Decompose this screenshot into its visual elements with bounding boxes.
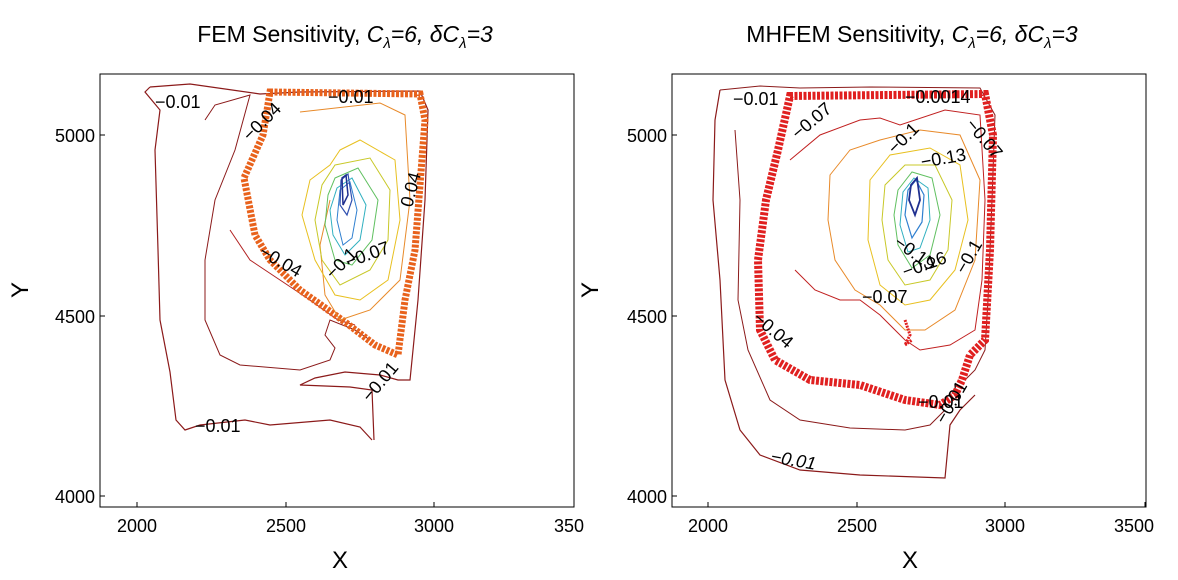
contour-label: −0.1	[951, 236, 986, 277]
x-tick-label: 2500	[837, 516, 877, 536]
x-axis: 2000 2500 3000 350 X	[117, 502, 584, 574]
contour-red	[229, 229, 356, 326]
contour-green	[893, 171, 941, 269]
contour-blue-3	[341, 173, 349, 206]
contour-label: −0.01	[733, 89, 779, 109]
contour-label: −0.07	[788, 98, 836, 143]
panel-fem: FEM Sensitivity, Cλ=6, δCλ=3 5000 4500 4…	[7, 21, 584, 574]
plot-frame	[671, 73, 1147, 508]
contour-label: −0.01	[918, 392, 964, 412]
chart-title: MHFEM Sensitivity, Cλ=6, δCλ=3	[746, 21, 1078, 52]
x-tick-label: 3000	[985, 516, 1025, 536]
contour-orange	[299, 102, 411, 321]
contour-boundary	[240, 88, 429, 361]
y-axis: 5000 4500 4000 Y	[7, 126, 105, 507]
contour-blue-1	[336, 181, 358, 246]
panel-mhfem: MHFEM Sensitivity, Cλ=6, δCλ=3 5000 4500…	[577, 21, 1154, 574]
x-tick-label: 3500	[1114, 516, 1154, 536]
contour-yellow-2	[314, 157, 391, 286]
contour-label: −0.1	[884, 119, 923, 158]
contour-yellow-2	[881, 164, 953, 286]
x-tick-label: 2000	[688, 516, 728, 536]
y-tick-label: 4500	[55, 307, 95, 327]
x-axis-label: X	[332, 547, 348, 574]
contour-lines	[144, 83, 429, 441]
contour-outer-left	[144, 86, 373, 441]
plot-frame	[99, 73, 575, 508]
y-tick-label: 4000	[55, 487, 95, 507]
y-axis-label: Y	[7, 282, 34, 298]
contour-label: −0.01	[358, 358, 403, 406]
contour-labels: −0.01 −0.07 −0.0014 −0.1 −0.07 −0.13 −0.…	[733, 87, 1007, 474]
contour-yellow-1	[867, 147, 969, 306]
y-tick-label: 4500	[627, 307, 667, 327]
contour-blue-1	[904, 178, 925, 240]
x-tick-label: 350	[554, 516, 584, 536]
y-tick-label: 5000	[627, 126, 667, 146]
contour-outer-2	[719, 85, 996, 381]
contour-labels: −0.01 −0.01 −0.04 0.04 −0.04 −0.1 −0.07 …	[155, 87, 425, 436]
y-axis: 5000 4500 4000 Y	[577, 126, 677, 507]
contour-green	[324, 167, 379, 266]
contour-red-inner	[789, 109, 986, 351]
contour-mid-left	[734, 129, 946, 431]
contour-label: −0.01	[155, 92, 201, 112]
contour-label: −0.07	[343, 237, 393, 271]
y-axis-label: Y	[577, 282, 604, 298]
contour-lines	[712, 85, 998, 479]
contour-orange	[827, 129, 981, 331]
contour-cyan	[329, 177, 367, 256]
x-tick-label: 3000	[414, 516, 454, 536]
contour-blue-2	[339, 172, 353, 217]
contour-label: 0.04	[397, 170, 425, 209]
contour-blue-2	[908, 175, 921, 218]
contour-boundary	[753, 89, 998, 410]
x-axis: 2000 2500 3000 3500 X	[688, 502, 1154, 574]
x-tick-label: 2500	[266, 516, 306, 536]
y-tick-label: 5000	[55, 126, 95, 146]
chart-title: FEM Sensitivity, Cλ=6, δCλ=3	[197, 21, 493, 52]
contour-label: −0.01	[328, 87, 374, 107]
contour-label: −0.07	[862, 287, 908, 307]
contour-outer	[149, 83, 429, 441]
contour-label: −0.0014	[905, 87, 971, 107]
x-axis-label: X	[902, 547, 918, 574]
contour-label: −0.01	[769, 446, 817, 474]
x-tick-label: 2000	[117, 516, 157, 536]
y-tick-label: 4000	[627, 487, 667, 507]
contour-outer	[712, 89, 976, 479]
contour-yellow-1	[301, 139, 401, 301]
contour-label: −0.01	[195, 416, 241, 436]
contour-red-spike	[903, 319, 913, 347]
contour-inner-brown	[204, 94, 371, 371]
